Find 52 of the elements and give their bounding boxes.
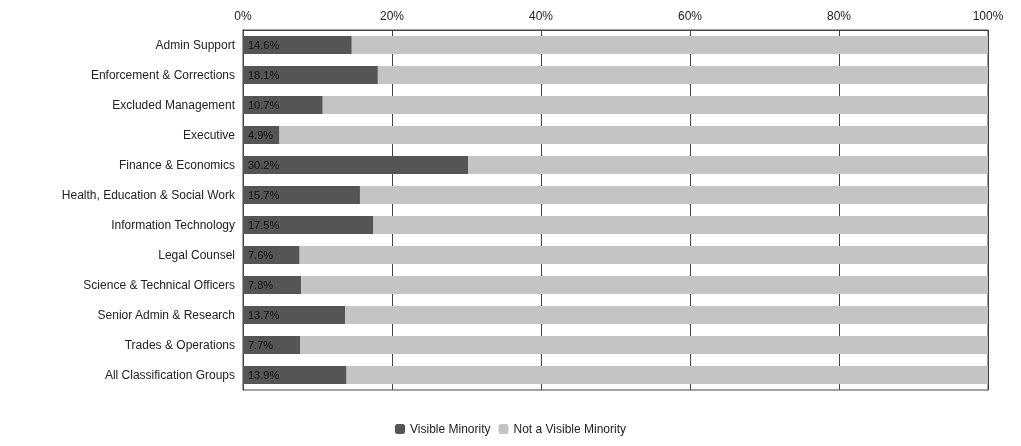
y-tick-label: Admin Support: [155, 38, 236, 52]
bar: [243, 306, 346, 324]
data-label: 13.7%: [248, 309, 280, 321]
legend-label: Not a Visible Minority: [513, 422, 626, 436]
y-tick-label: Health, Education & Social Work: [61, 188, 236, 202]
data-label: 30.2%: [248, 159, 280, 171]
y-tick-label: Executive: [182, 128, 236, 142]
y-tick-label: Excluded Management: [112, 98, 236, 112]
y-tick-label: Legal Counsel: [158, 248, 235, 262]
x-tick-label: 100%: [972, 9, 1004, 23]
data-label: 7.8%: [248, 279, 274, 291]
bar: [243, 156, 468, 174]
bar: [300, 336, 988, 354]
bar: [243, 366, 347, 384]
bar: [243, 36, 352, 54]
data-label: 17.5%: [248, 219, 280, 231]
x-tick-label: 60%: [677, 9, 703, 23]
y-tick-label: Senior Admin & Research: [97, 308, 235, 322]
data-label: 13.9%: [248, 369, 280, 381]
x-tick-label: 80%: [826, 9, 852, 23]
data-label: 18.1%: [248, 69, 280, 81]
data-label: 10.7%: [248, 99, 280, 111]
x-tick-label: 20%: [379, 9, 405, 23]
bar: [299, 246, 988, 264]
bar: [359, 186, 988, 204]
bar: [243, 96, 323, 114]
data-label: 15.7%: [248, 189, 280, 201]
bar: [322, 96, 988, 114]
bar: [346, 366, 988, 384]
bar: [467, 156, 988, 174]
data-label: 14.6%: [248, 39, 280, 51]
y-tick-label: Information Technology: [111, 218, 235, 232]
data-label: 7.6%: [248, 249, 274, 261]
bar: [351, 36, 988, 54]
legend-label: Visible Minority: [410, 422, 491, 436]
bar: [301, 276, 988, 294]
bar: [243, 186, 360, 204]
bar: [373, 216, 988, 234]
x-tick-label: 40%: [528, 9, 554, 23]
data-label: 4.9%: [248, 129, 274, 141]
y-tick-label: Trades & Operations: [124, 338, 235, 352]
bar: [243, 216, 374, 234]
y-tick-label: Science & Technical Officers: [83, 278, 235, 292]
data-label: 7.7%: [248, 339, 274, 351]
y-tick-label: All Classification Groups: [104, 368, 235, 382]
bar: [377, 66, 988, 84]
y-tick-label: Enforcement & Corrections: [90, 68, 235, 82]
bar: [345, 306, 988, 324]
bar: [279, 126, 988, 144]
y-tick-label: Finance & Economics: [118, 158, 235, 172]
x-tick-label: 0%: [234, 9, 252, 23]
bar: [243, 66, 378, 84]
